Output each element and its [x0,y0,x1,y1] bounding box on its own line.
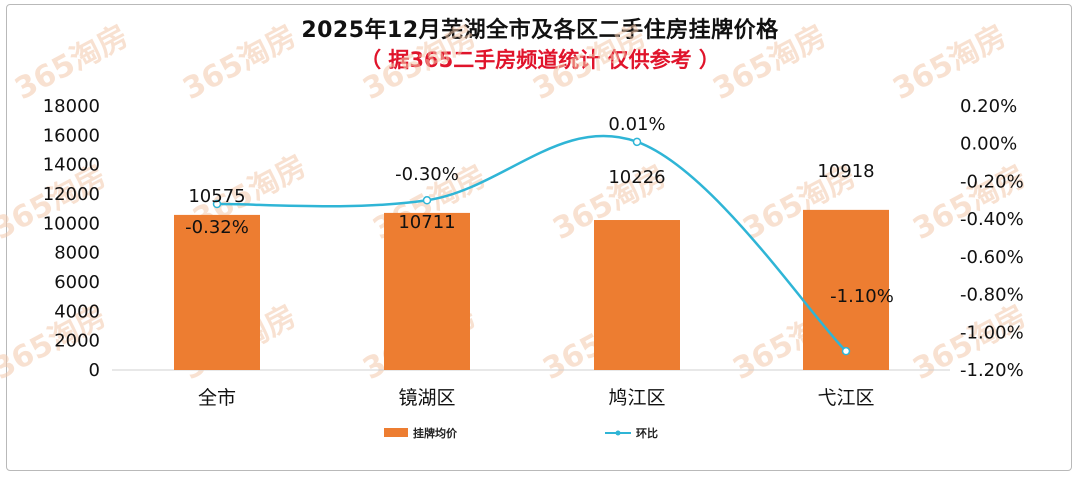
line-data-label: -0.32% [185,217,249,238]
line-data-label: -1.10% [830,286,894,307]
bars-layer [174,209,889,370]
y-right-tick-label: -0.60% [960,247,1024,268]
y-right-tick-label: -1.00% [960,322,1024,343]
y-left-tick-label: 18000 [43,96,100,117]
x-category-label: 镜湖区 [398,387,455,409]
line-series-path [216,134,847,353]
chart-title: 2025年12月芜湖全市及各区二手住房挂牌价格 [301,18,779,43]
y-right-tick-label: -0.20% [960,171,1024,192]
data-labels-layer: 10575 10711 10226 10918 -0.32% -0.30% 0.01% -1.… [185,114,894,307]
chart-subtitle: （ 据365二手房频道统计 仅供参考 ） [360,48,720,72]
watermark-text: 365淘房 [887,19,1012,107]
y-left-tick-label: 12000 [43,184,100,205]
x-category-label: 全市 [198,387,236,409]
y-left-tick-label: 16000 [43,125,100,146]
bar [174,214,260,370]
bar [594,220,680,370]
x-category-label: 弋江区 [817,387,874,409]
y-left-tick-label: 8000 [54,243,100,264]
watermark-text: 365淘房 [357,19,482,107]
watermark-text: 365淘房 [527,19,652,107]
line-data-label: 0.01% [608,114,665,135]
axes-layer: 0 2000 4000 6000 8000 10000 12000 14000 16000 180… [43,96,1024,409]
line-point [422,196,432,205]
bar-data-label: 10711 [398,212,455,233]
watermark-text: 365淘房 [9,19,134,107]
legend-line-label: 环比 [636,426,658,440]
line-data-label: -0.30% [395,164,459,185]
y-left-tick-label: 0 [89,360,100,381]
bar [384,212,470,370]
y-right-tick-label: -0.40% [960,209,1024,230]
y-left-tick-label: 14000 [43,155,100,176]
y-right-tick-label: 0.20% [960,96,1017,117]
y-left-tick-label: 2000 [54,331,100,352]
y-left-tick-label: 10000 [43,213,100,234]
line-point [212,199,222,209]
line-point [632,137,642,147]
bar-data-label: 10575 [188,186,245,207]
bar-data-label: 10226 [608,167,665,188]
watermark-text: 365淘房 [177,19,302,107]
y-right-tick-label: -1.20% [960,360,1024,381]
watermark-text: 365淘房 [707,19,832,107]
line-point [841,346,851,356]
x-category-label: 鸠江区 [608,387,665,409]
bar [803,209,889,370]
legend: 挂牌均价 环比 [384,426,658,440]
bar-data-label: 10918 [817,161,874,182]
line-layer [212,134,851,356]
y-left-tick-label: 4000 [54,301,100,322]
y-right-tick-label: -0.80% [960,285,1024,306]
y-left-tick-label: 6000 [54,272,100,293]
legend-line-marker [615,430,621,436]
legend-bar-label: 挂牌均价 [413,426,458,440]
y-right-tick-label: 0.00% [960,134,1017,155]
legend-bar-swatch [384,428,408,437]
